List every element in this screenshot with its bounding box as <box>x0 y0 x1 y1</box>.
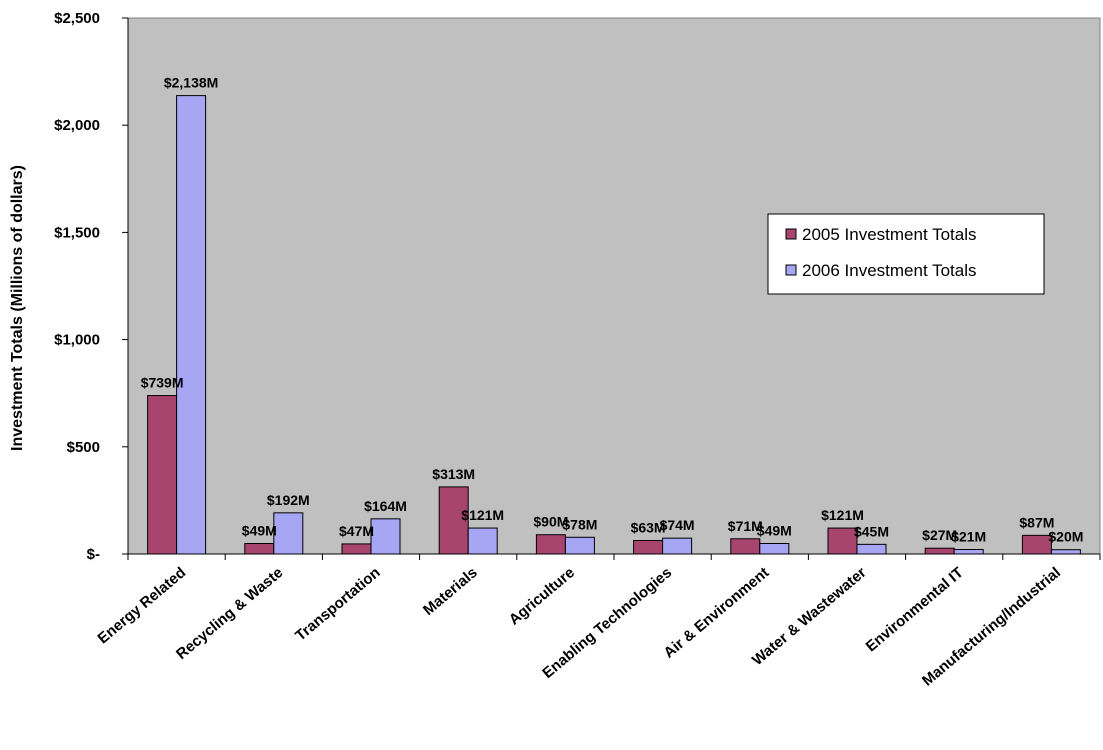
legend-box <box>767 213 1045 295</box>
bar-2005 <box>244 542 275 555</box>
legend-label: 2006 Investment Totals <box>802 261 977 280</box>
data-label: $121M <box>821 507 864 523</box>
data-label: $90M <box>533 514 568 530</box>
bar-2006 <box>953 548 984 555</box>
x-tick-label: Recycling & Waste <box>173 564 286 663</box>
data-label: $192M <box>267 492 310 508</box>
bar-2006 <box>662 537 693 555</box>
bar-2005 <box>827 527 858 555</box>
x-tick-label: Air & Environment <box>661 564 773 662</box>
y-tick-label: $1,000 <box>54 332 100 349</box>
y-axis-title: Investment Totals (Millions of dollars) <box>9 165 26 451</box>
bar-2005 <box>438 486 469 555</box>
data-label: $164M <box>364 498 407 514</box>
data-label: $49M <box>757 522 792 538</box>
bar-2006 <box>759 542 790 555</box>
bar-2006 <box>176 95 207 555</box>
bar-2006 <box>564 536 595 555</box>
data-label: $49M <box>242 522 277 538</box>
data-label: $74M <box>660 517 695 533</box>
y-tick-label: $- <box>87 546 100 563</box>
x-tick-label: Materials <box>420 564 481 619</box>
data-label: $78M <box>562 516 597 532</box>
y-tick-label: $2,500 <box>54 10 100 27</box>
bar-2006 <box>1050 549 1081 555</box>
bars <box>147 95 1081 555</box>
y-tick-label: $1,500 <box>54 224 100 241</box>
data-label: $20M <box>1048 529 1083 545</box>
x-tick-label: Environmental IT <box>863 564 967 655</box>
data-label: $27M <box>922 527 957 543</box>
y-tick-label: $2,000 <box>54 117 100 134</box>
y-tick-label: $500 <box>67 439 100 456</box>
bar-2006 <box>370 518 401 555</box>
data-label: $45M <box>854 523 889 539</box>
bar-2005 <box>730 538 761 555</box>
bar-2005 <box>341 543 372 555</box>
bar-2005 <box>633 539 664 555</box>
bar-2006 <box>856 543 887 555</box>
legend-swatch <box>785 264 797 276</box>
data-label: $47M <box>339 523 374 539</box>
x-tick-label: Energy Related <box>95 564 190 647</box>
legend-swatch <box>785 228 797 240</box>
bar-2006 <box>467 527 498 555</box>
data-label: $21M <box>951 528 986 544</box>
bar-2006 <box>273 512 304 555</box>
legend: 2005 Investment Totals 2006 Investment To… <box>767 213 1045 295</box>
x-tick-label: Agriculture <box>506 564 578 628</box>
data-label: $313M <box>432 466 475 482</box>
data-label: $121M <box>461 507 504 523</box>
data-label: $87M <box>1019 514 1054 530</box>
data-label: $2,138M <box>164 75 218 91</box>
x-tick-label: Transportation <box>292 564 383 645</box>
data-label: $739M <box>141 375 184 391</box>
bar-2005 <box>1021 534 1052 555</box>
bar-2005 <box>924 547 955 555</box>
bar-2005 <box>147 395 178 555</box>
data-label: $71M <box>728 518 763 534</box>
bar-2005 <box>535 534 566 555</box>
legend-label: 2005 Investment Totals <box>802 225 977 244</box>
data-label: $63M <box>631 519 666 535</box>
data-labels: $739M $2,138M $49M $192M $47M $164M $313M $121M… <box>141 75 1084 545</box>
